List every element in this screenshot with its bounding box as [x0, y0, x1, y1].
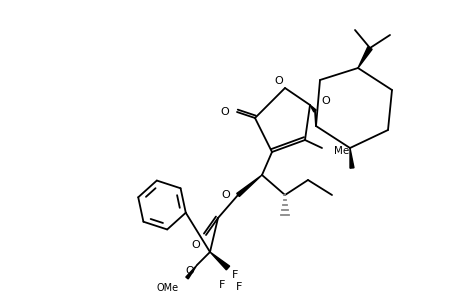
Text: O: O — [320, 96, 329, 106]
Text: O: O — [274, 76, 282, 86]
Polygon shape — [357, 47, 371, 68]
Polygon shape — [236, 175, 262, 196]
Polygon shape — [210, 252, 229, 270]
Polygon shape — [185, 265, 196, 279]
Text: OMe: OMe — [157, 283, 179, 293]
Text: O: O — [220, 107, 229, 117]
Text: F: F — [231, 270, 238, 280]
Text: F: F — [235, 282, 242, 292]
Text: Me: Me — [333, 146, 348, 156]
Text: O: O — [221, 190, 230, 200]
Text: F: F — [218, 280, 225, 290]
Text: O: O — [185, 266, 194, 276]
Text: O: O — [191, 240, 200, 250]
Polygon shape — [349, 148, 353, 168]
Polygon shape — [309, 105, 315, 112]
